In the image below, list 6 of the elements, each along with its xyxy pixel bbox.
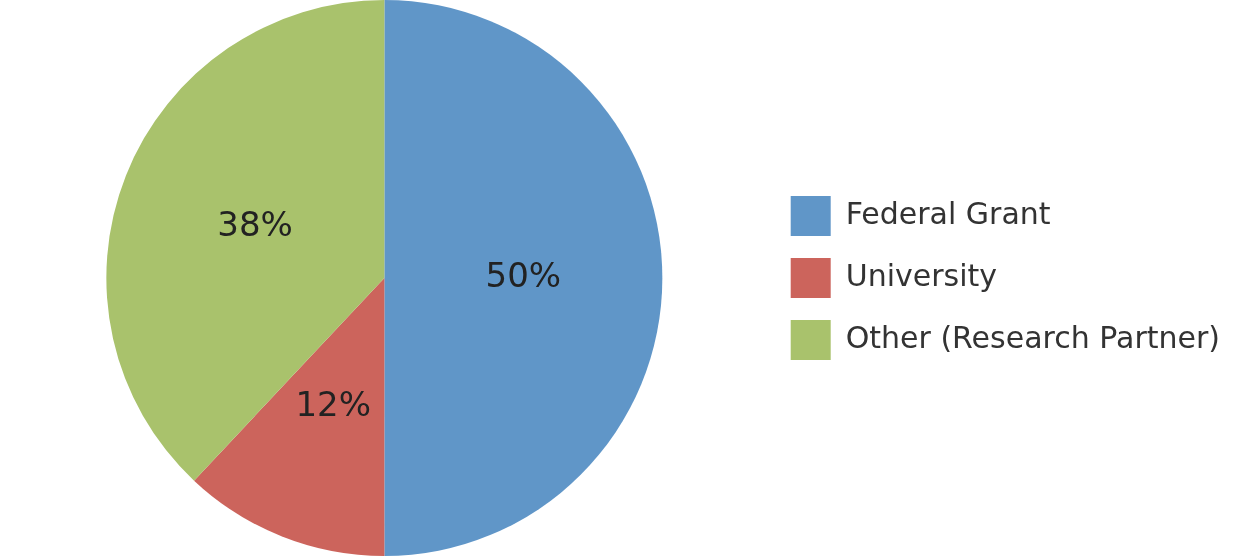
legend-label: Federal Grant	[845, 195, 1051, 231]
legend-label: Other (Research Partner)	[845, 319, 1220, 355]
legend-label: University	[845, 257, 998, 293]
data-label: 12%	[295, 384, 371, 425]
data-label: 50%	[485, 254, 562, 295]
data-label: 38%	[217, 203, 293, 244]
